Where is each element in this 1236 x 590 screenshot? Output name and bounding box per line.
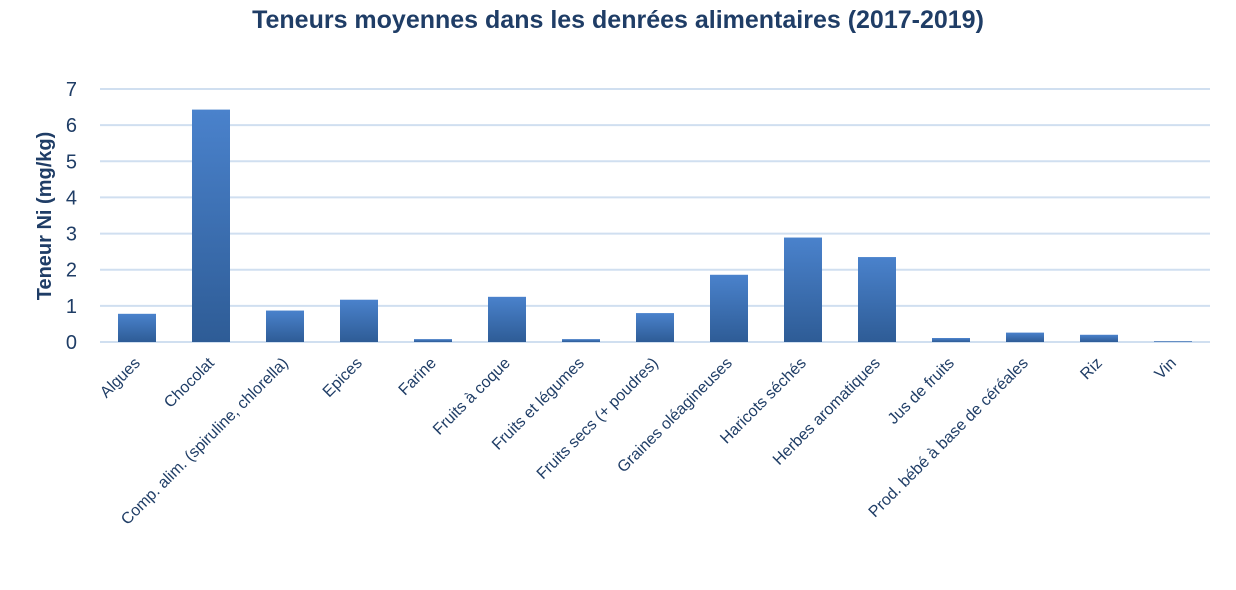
- x-tick-label: Prod. bébé à base de céréales: [866, 355, 1032, 521]
- y-tick-label: 1: [66, 296, 77, 318]
- x-tick-label: Chocolat: [161, 354, 218, 411]
- y-tick-label: 5: [66, 151, 77, 173]
- y-tick-label: 6: [66, 115, 77, 137]
- x-tick-label: Fruits à coque: [430, 355, 514, 439]
- bar: [710, 274, 748, 342]
- bars: [118, 109, 1192, 342]
- x-tick-label: Comp. alim. (spiruline, chlorella): [118, 355, 292, 529]
- y-axis-label: Teneur Ni (mg/kg): [34, 132, 56, 301]
- bar: [414, 339, 452, 342]
- x-tick-label: Epices: [320, 355, 366, 401]
- bar: [1006, 332, 1044, 342]
- bar: [1080, 334, 1118, 342]
- x-tick-label: Riz: [1077, 355, 1105, 383]
- bar: [192, 109, 230, 342]
- x-tick-label: Vin: [1152, 355, 1180, 383]
- gridlines: [100, 88, 1210, 343]
- bar: [1154, 341, 1192, 342]
- bar: [562, 339, 600, 342]
- x-tick-label: Fruits secs (+ poudres): [534, 355, 662, 483]
- y-tick-label: 4: [66, 187, 77, 209]
- y-axis-ticks: 0 1 2 3 4 5 6 7: [66, 79, 77, 354]
- y-tick-label: 7: [66, 79, 77, 101]
- bar: [118, 313, 156, 342]
- x-tick-label: Farine: [396, 355, 440, 399]
- bar: [858, 257, 896, 342]
- bar: [488, 296, 526, 342]
- chart-title: Teneurs moyennes dans les denrées alimen…: [252, 6, 984, 34]
- y-tick-label: 3: [66, 224, 77, 246]
- x-tick-label: Algues: [97, 355, 144, 402]
- x-tick-label: Jus de fruits: [885, 355, 958, 428]
- y-tick-label: 2: [66, 260, 77, 282]
- bar: [932, 338, 970, 342]
- bar: [636, 313, 674, 342]
- bar: [784, 237, 822, 342]
- bar: [266, 310, 304, 342]
- bar: [340, 299, 378, 342]
- y-tick-label: 0: [66, 332, 77, 354]
